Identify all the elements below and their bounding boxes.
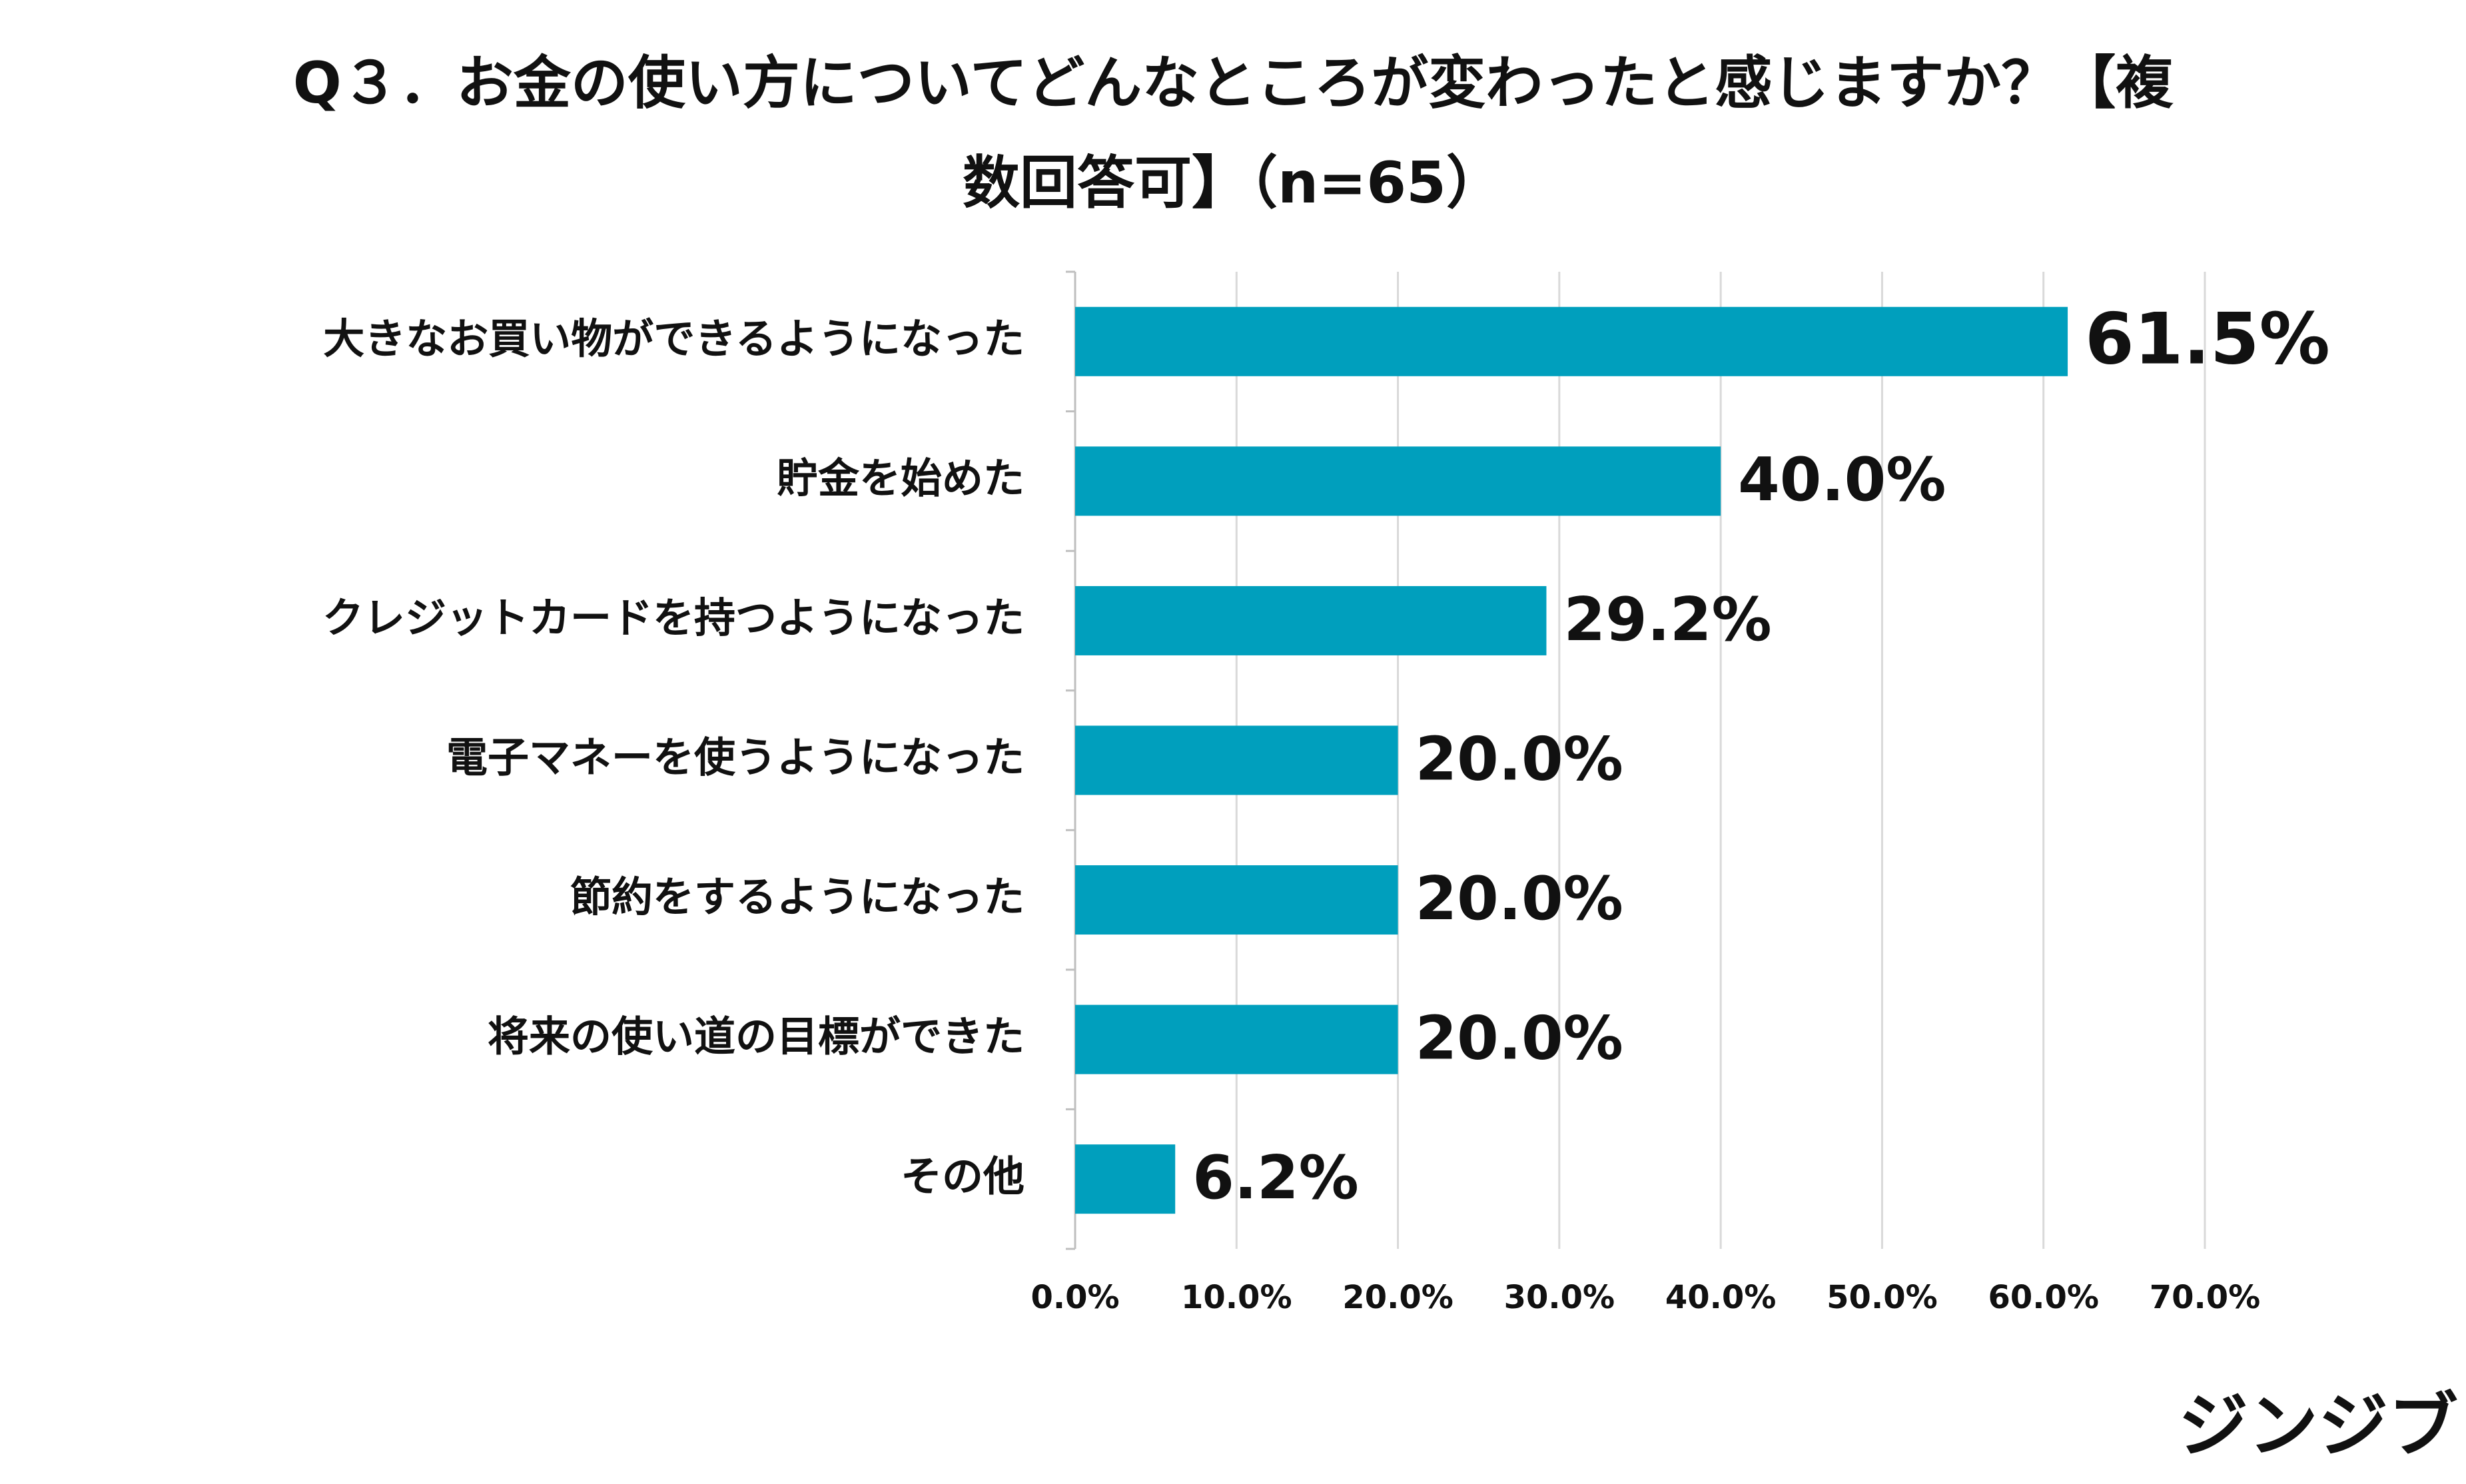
value-label: 40.0% — [1738, 445, 1946, 515]
bar — [1075, 446, 1721, 516]
y-tick-label: 節約をするようになった — [570, 873, 1025, 921]
chart-title: Q３．お金の使い方についてどんなところが変わったと感じますか？【複数回答可】（n… — [292, 50, 2174, 216]
x-tick-label: 50.0% — [1827, 1279, 1938, 1316]
y-tick-label: 大きなお買い物ができるようになった — [323, 314, 1025, 363]
y-tick-label: 電子マネーを使うようになった — [446, 733, 1025, 782]
bar — [1075, 725, 1398, 795]
value-label: 20.0% — [1416, 724, 1623, 794]
x-tick-label: 60.0% — [1988, 1279, 2099, 1316]
bar — [1075, 1004, 1398, 1074]
x-tick-label: 0.0% — [1030, 1279, 1119, 1316]
bar — [1075, 585, 1547, 655]
x-tick-label: 20.0% — [1342, 1279, 1453, 1316]
value-label: 61.5% — [2085, 298, 2330, 380]
x-tick-label: 30.0% — [1504, 1279, 1615, 1316]
y-tick-label: 将来の使い道の目標ができた — [488, 1012, 1025, 1061]
value-label: 20.0% — [1416, 1004, 1623, 1074]
x-tick-label: 40.0% — [1665, 1279, 1777, 1316]
value-label: 6.2% — [1192, 1143, 1359, 1213]
x-tick-label: 10.0% — [1181, 1279, 1292, 1316]
bar — [1075, 865, 1398, 935]
y-tick-label: クレジットカードを持つようになった — [322, 593, 1025, 642]
value-label: 20.0% — [1416, 864, 1623, 934]
logo: ジンジブ — [2178, 1385, 2458, 1467]
y-tick-label: 貯金を始めた — [777, 454, 1025, 502]
bar — [1075, 1144, 1176, 1214]
value-label: 29.2% — [1563, 585, 1771, 655]
x-tick-label: 70.0% — [2150, 1279, 2261, 1316]
bar — [1075, 306, 2068, 376]
y-tick-label: その他 — [901, 1152, 1025, 1200]
